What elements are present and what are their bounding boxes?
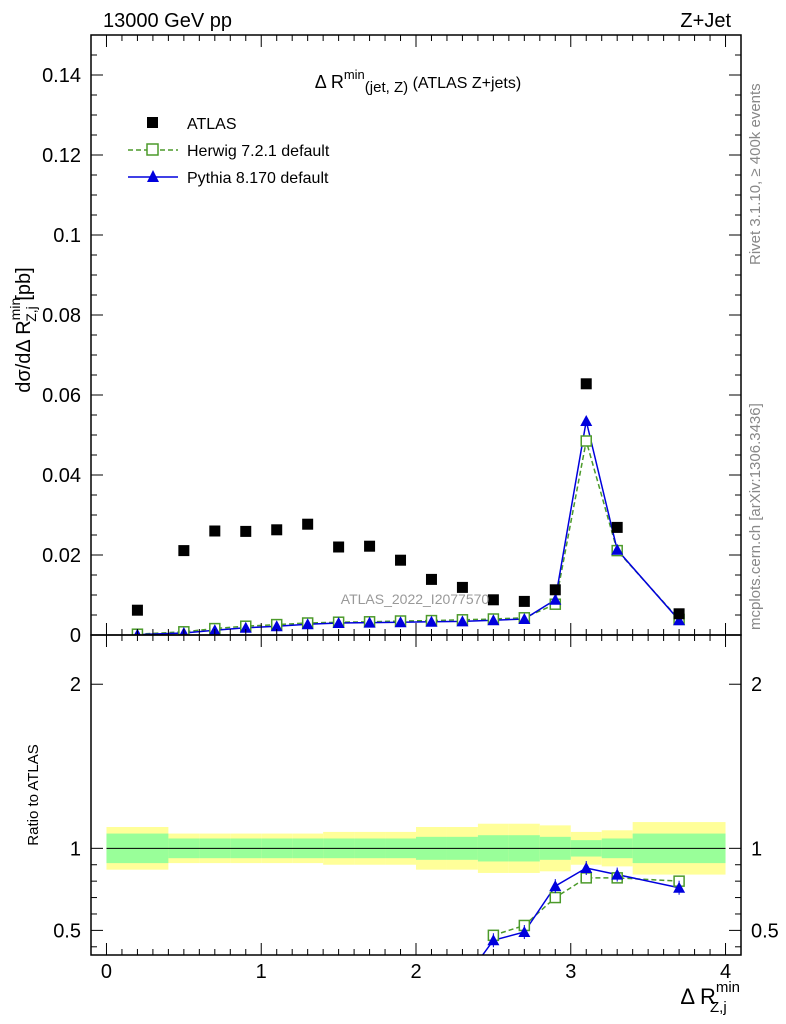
legend: ATLAS Herwig 7.2.1 default Pythia 8.170 … [128,116,330,187]
main-title-main: Δ R [315,72,344,92]
main-y-label-main: dσ/dΔ R [13,320,35,392]
atlas-point [333,541,345,553]
ratio-panel-frame [90,634,742,956]
pythia-point [673,614,686,626]
atlas-point [456,581,468,593]
pythia-point [456,615,469,627]
main-panel-plot-area [131,378,686,635]
atlas-point [549,584,561,596]
legend-pythia-marker [147,170,159,182]
atlas-point [131,604,143,616]
legend-atlas-marker [147,117,158,128]
mcplots-label: mcplots.cern.ch [arXiv:1306.3436] [747,403,764,630]
pythia-point [394,616,407,628]
legend-atlas-label: ATLAS [187,116,237,133]
pythia-point [518,613,531,624]
main-title-sub: (jet, Z) [365,79,408,96]
pythia-point [363,616,376,628]
analysis-watermark: ATLAS_2022_I2077570 [341,591,490,607]
x-axis-label: Δ Rmin Z,j [680,979,740,1016]
x-label-sub: Z,j [710,999,727,1016]
atlas-point [240,525,252,537]
pythia-point [332,617,345,628]
legend-pythia-label: Pythia 8.170 default [187,170,329,187]
main-y-tick-label: 0.06 [42,385,81,407]
x-label-sup: min [716,979,740,996]
ratio-y-tick-label: 0.5 [53,920,81,942]
pythia-point [270,620,283,632]
atlas-point [580,378,592,390]
ratio-y-tick-label: 2 [70,674,81,696]
herwig-point [580,435,592,447]
energy-label: 13000 GeV pp [103,10,232,32]
main-y-tick-label: 0.08 [42,305,81,327]
rivet-version-label: Rivet 3.1.10, ≥ 400k events [747,83,764,265]
pythia-point [487,614,500,626]
ratio-panel-plot-area [106,822,726,988]
atlas-point [673,608,685,620]
main-y-tick-label: 0.04 [42,465,81,487]
main-y-tick-label: 0.02 [42,545,81,567]
main-y-axis-label: dσ/dΔ RminZ,j [pb] [7,267,39,392]
atlas-point [178,545,190,557]
atlas-point [518,595,530,607]
pythia-point [580,415,593,426]
atlas-point [395,554,407,566]
x-tick-label: 1 [256,961,267,983]
x-tick-label: 4 [720,961,731,983]
ratio-y-tick-label-right: 2 [751,674,762,696]
atlas-point [487,594,499,606]
pythia-point [239,621,252,633]
main-title-tail: (ATLAS Z+jets) [408,75,521,92]
ratio-y-tick-label-right: 1 [751,838,762,860]
main-y-tick-label: 0.1 [53,225,81,247]
atlas-point [364,540,376,552]
pythia-point [611,543,624,555]
x-tick-label: 2 [410,961,421,983]
ratio-y-axis-label: Ratio to ATLAS [25,744,42,845]
process-label: Z+Jet [680,10,731,32]
x-tick-label: 3 [565,961,576,983]
herwig-ratio-point [549,891,562,904]
atlas-point [425,573,437,585]
atlas-point [611,521,623,533]
ratio-y-tick-label-right: 0.5 [751,920,779,942]
atlas-point [271,524,283,536]
x-tick-label: 0 [101,961,112,983]
legend-herwig-label: Herwig 7.2.1 default [187,143,330,160]
legend-herwig-marker [146,143,159,156]
main-y-tick-label: 0 [70,625,81,647]
main-y-tick-label: 0.14 [42,65,81,87]
main-y-tick-label: 0.12 [42,145,81,167]
pythia-point [425,615,438,627]
main-y-label-sup: min [7,298,23,321]
pythia-point [549,593,562,605]
atlas-point [302,518,314,530]
pythia-point [301,618,314,630]
pythia-ratio-point [456,977,468,988]
atlas-point [209,525,221,537]
x-label-main: Δ R [680,984,715,1009]
main-title: Δ Rmin(jet, Z) (ATLAS Z+jets) [315,67,521,96]
axis-ticks: 0 1 2 3 4 0 0.02 0.04 0.06 0.08 0.1 0.12 0.14 0.5 0.5 1… [42,34,779,983]
main-y-label-sub: Z,j [23,306,39,322]
herwig-line [137,440,680,635]
main-title-sup: min [344,67,365,82]
ratio-y-tick-label: 1 [70,838,81,860]
main-y-label-tail: [pb] [13,267,35,306]
